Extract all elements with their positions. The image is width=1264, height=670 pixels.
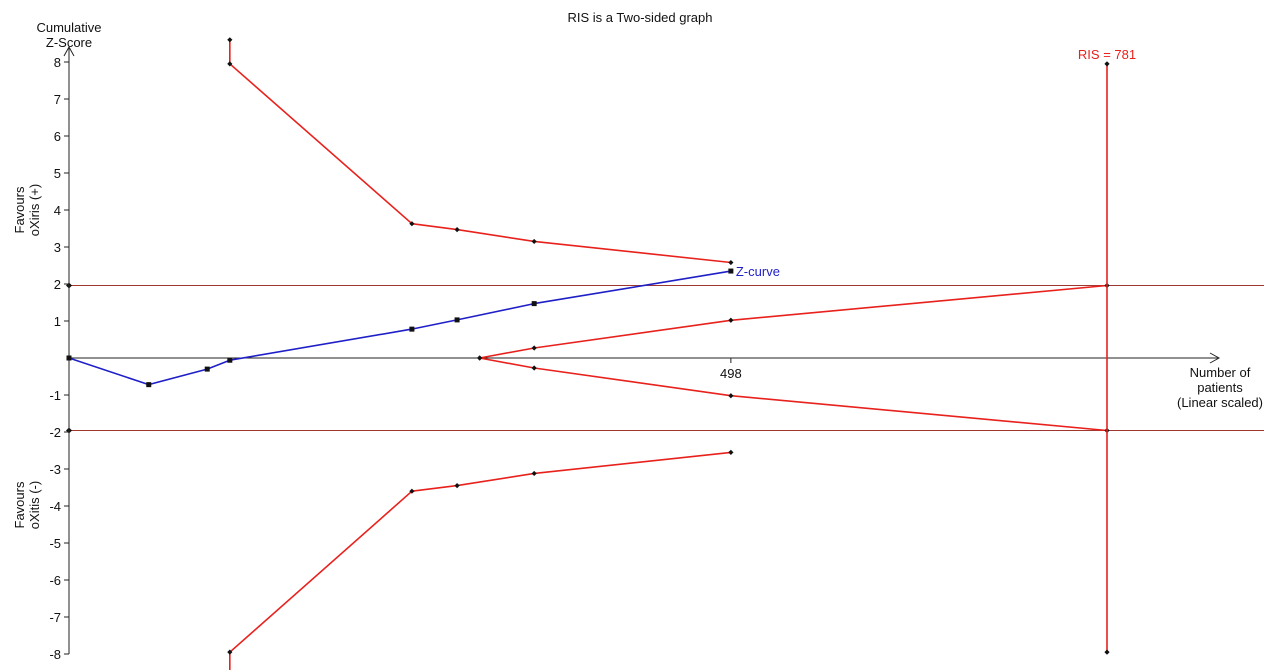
ris-line-series — [1104, 61, 1110, 655]
upper-futility-boundary-point — [531, 345, 537, 351]
y-tick-label: -8 — [49, 647, 61, 662]
y-tick-label: 2 — [54, 277, 61, 292]
z-curve-point — [454, 317, 460, 323]
y-tick-label: -2 — [49, 425, 61, 440]
x-axis-arrow — [1209, 352, 1221, 364]
z-curve-line — [68, 270, 732, 386]
z-curve-point — [146, 382, 152, 388]
y-tick-label: 7 — [54, 92, 61, 107]
y-tick-label: 3 — [54, 240, 61, 255]
z-curve-label: Z-curve — [736, 264, 780, 279]
x-axis-label-line-1: Number of — [1190, 365, 1251, 380]
lower-monitoring-boundary-line — [229, 451, 731, 670]
upper-monitoring-boundary-point — [227, 61, 233, 67]
lower-monitoring-boundary-series — [227, 449, 734, 670]
lower-monitoring-boundary-point — [454, 483, 460, 489]
ris-line-point — [1104, 61, 1110, 67]
y-tick-label: -4 — [49, 499, 61, 514]
upper-monitoring-boundary-series — [227, 37, 734, 266]
upper-monitoring-boundary-point — [227, 37, 233, 43]
y-tick-label: -3 — [49, 462, 61, 477]
x-axis-label-line-3: (Linear scaled) — [1177, 395, 1263, 410]
lower-futility-boundary-line — [479, 357, 1108, 432]
z-curve-point — [728, 268, 734, 274]
upper-monitoring-boundary-point — [728, 259, 734, 266]
lower-monitoring-boundary-point — [227, 649, 233, 655]
upper-futility-boundary-point — [728, 317, 734, 323]
upper-monitoring-boundary-point — [454, 227, 460, 233]
conventional-boundary-layer — [66, 282, 1264, 434]
upper-futility-boundary-line — [479, 284, 1108, 359]
y-axis-label-line-1: Cumulative — [36, 20, 101, 35]
y-tick-label: -1 — [49, 388, 61, 403]
favours-bottom-line-2: oXitis (-) — [27, 481, 42, 529]
lower-futility-boundary-point — [728, 393, 734, 399]
y-axis-arrow — [63, 45, 75, 57]
lower-monitoring-boundary-point — [728, 449, 734, 455]
lower-futility-boundary-point — [531, 365, 537, 371]
z-curve-point — [227, 357, 233, 363]
y-tick-label: 5 — [54, 166, 61, 181]
ris-label: RIS = 781 — [1078, 47, 1136, 62]
lower-monitoring-boundary-point — [531, 470, 537, 477]
y-axis-label-line-2: Z-Score — [46, 35, 92, 50]
x-axis-label-line-2: patients — [1197, 380, 1243, 395]
x-tick-label: 498 — [720, 366, 742, 381]
z-curve-point — [204, 366, 210, 372]
upper-monitoring-boundary-point — [409, 221, 415, 227]
ris-line-point — [1104, 649, 1110, 655]
y-tick-label: 4 — [54, 203, 61, 218]
upper-futility-boundary-series — [477, 282, 1110, 361]
labels-layer: RIS is a Two-sided graph Cumulative Z-Sc… — [12, 10, 1263, 529]
series-layer — [66, 37, 1110, 670]
y-tick-label: -7 — [49, 610, 61, 625]
y-tick-label: -5 — [49, 536, 61, 551]
y-tick-label: 8 — [54, 55, 61, 70]
z-curve-point — [531, 301, 537, 307]
upper-monitoring-boundary-point — [531, 238, 537, 245]
favours-top-line-1: Favours — [12, 186, 27, 233]
chart-title: RIS is a Two-sided graph — [568, 10, 713, 25]
axes: 8 7 6 5 4 3 2 1 -1 -2 -3 -4 -5 -6 -7 -8 498 — [49, 45, 1221, 662]
z-curve-series — [66, 268, 734, 388]
favours-bottom-line-1: Favours — [12, 481, 27, 528]
lower-futility-boundary-series — [477, 355, 1110, 434]
y-tick-label: 1 — [54, 314, 61, 329]
y-tick-label: 6 — [54, 129, 61, 144]
upper-monitoring-boundary-line — [229, 39, 731, 264]
y-tick-label: -6 — [49, 573, 61, 588]
lower-futility-boundary-point — [477, 355, 483, 361]
favours-top-line-2: oXiris (+) — [27, 184, 42, 236]
lower-monitoring-boundary-point — [409, 488, 415, 494]
z-curve-point — [66, 355, 72, 361]
z-curve-point — [409, 326, 415, 332]
